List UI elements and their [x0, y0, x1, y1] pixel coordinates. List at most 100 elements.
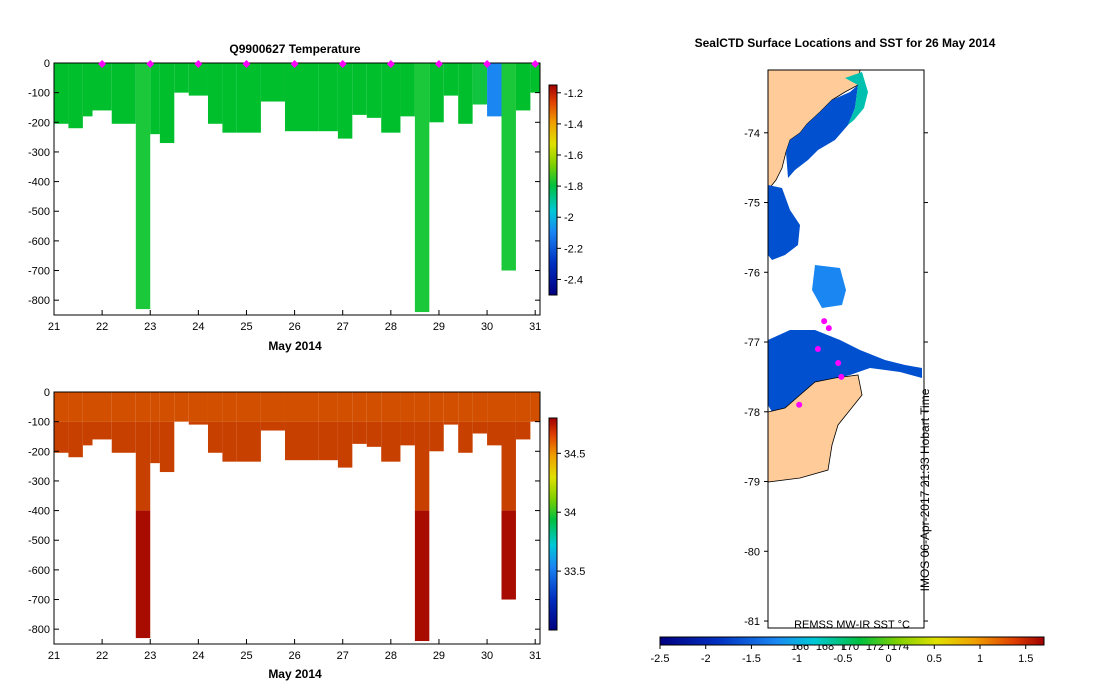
colorbar-tick-label: -1.4 [564, 119, 583, 131]
colorbar-tick-label: -2.4 [564, 274, 583, 286]
surface-marker [483, 60, 492, 68]
salinity-profile-upper [68, 392, 83, 422]
salinity-profile-upper [260, 392, 285, 422]
y-tick-label: -200 [28, 446, 50, 458]
surface-marker [98, 60, 107, 68]
y-tick-label: -800 [28, 624, 50, 636]
salinity-profile-deep [501, 510, 516, 600]
y-tick-label: -500 [28, 206, 50, 218]
map-y-tick-label: -76 [744, 267, 760, 279]
sst-ice-west [768, 185, 800, 260]
colorbar-tick-label: -2.2 [564, 243, 583, 255]
temperature-colorbar [548, 84, 558, 296]
salinity-profile-lower [207, 421, 223, 453]
salinity-profile-upper [501, 392, 516, 422]
x-tick-label: 31 [529, 650, 541, 662]
temperature-profile-bar [472, 63, 488, 105]
temperature-profile-bar [429, 63, 444, 123]
x-tick-label: 27 [337, 321, 349, 333]
salinity-profile-lower [188, 421, 208, 425]
y-tick-label: -600 [28, 565, 50, 577]
salinity-panel: 0 -100 -200 -300 -400 -500 -600 -700 -800 21 22 23… [28, 387, 585, 681]
x-tick-label: 22 [96, 650, 108, 662]
y-tick-label: -100 [28, 417, 50, 429]
surface-marker [434, 60, 443, 68]
y-tick-label: -800 [28, 295, 50, 307]
station-point [814, 346, 821, 352]
sst-colorbar-tick-label: 1.5 [1018, 653, 1033, 665]
salinity-profile-upper [337, 392, 353, 422]
temperature-profile-bar [222, 63, 237, 133]
x-tick-label: 21 [48, 650, 60, 662]
y-tick-label: -400 [28, 177, 50, 189]
salinity-profile-upper [352, 392, 367, 422]
salinity-profile-lower [366, 421, 382, 447]
salinity-profile-upper [515, 392, 531, 422]
salinity-profile-upper [159, 392, 175, 422]
temperature-profile-bar [260, 63, 285, 102]
x-tick-label: 21 [48, 321, 60, 333]
temperature-profile-bar [111, 63, 136, 124]
temperature-profile-bar [400, 63, 415, 117]
temperature-profile-bar [515, 63, 531, 111]
sst-warm-patch [845, 72, 868, 125]
salinity-profile-upper [318, 392, 338, 422]
temperature-profile-bar [443, 63, 459, 96]
sst-map-panel: SealCTD Surface Locations and SST for 26… [651, 36, 1045, 665]
salinity-profile-upper [188, 392, 208, 422]
salinity-profile-upper [222, 392, 237, 422]
map-y-tick-label: -75 [744, 198, 760, 210]
salinity-profile-upper [487, 392, 502, 422]
temperature-title: Q9900627 Temperature [229, 42, 361, 56]
salinity-profile-upper [54, 392, 69, 422]
salinity-x-ticks: 21 22 23 24 25 26 27 28 29 30 31 [48, 639, 541, 662]
surface-marker [531, 60, 540, 68]
sst-colorbar-tick-label: -1 [792, 653, 802, 665]
salinity-profile-lower [236, 421, 261, 462]
y-tick-label: -100 [28, 88, 50, 100]
sst-colorbar-tick-label: -1.5 [742, 653, 761, 665]
salinity-profile-lower [429, 421, 444, 452]
salinity-profile-lower [352, 421, 367, 444]
surface-marker [290, 60, 299, 68]
sst-ice-center [812, 265, 846, 308]
salinity-profile-upper [135, 392, 151, 422]
salinity-profile-upper [174, 392, 189, 422]
y-tick-label: -200 [28, 117, 50, 129]
salinity-profile-lower [111, 421, 136, 453]
y-tick-label: -700 [28, 266, 50, 278]
temperature-profile-bar [381, 63, 401, 133]
temperature-profile-bar [188, 63, 208, 96]
temperature-profile-bar [207, 63, 223, 124]
x-tick-label: 31 [529, 321, 541, 333]
temperature-profile-bar [458, 63, 473, 124]
x-tick-label: 25 [240, 650, 252, 662]
temperature-profile-bar [366, 63, 382, 118]
salinity-profile-upper [111, 392, 136, 422]
salinity-profile-upper [400, 392, 415, 422]
x-tick-label: 25 [240, 321, 252, 333]
salinity-profile-lower [318, 421, 338, 461]
salinity-profile-lower [443, 421, 459, 425]
colorbar-tick-label: -1.8 [564, 181, 583, 193]
x-tick-label: 30 [481, 321, 493, 333]
salinity-profile-upper [92, 392, 112, 422]
temperature-profile-bar [487, 63, 502, 117]
sst-colorbar-tick-label: 0 [886, 653, 892, 665]
map-credit: IMOS 06-Apr-2017 21:33 Hobart Time [918, 388, 932, 591]
surface-marker [338, 60, 347, 68]
x-tick-label: 27 [337, 650, 349, 662]
y-tick-label: -400 [28, 506, 50, 518]
y-tick-label: -700 [28, 595, 50, 607]
salinity-profile-upper [207, 392, 223, 422]
salinity-profile-lower [337, 421, 353, 468]
x-tick-label: 28 [385, 321, 397, 333]
sst-colorbar-tick-label: 1 [977, 653, 983, 665]
salinity-profile-lower [260, 421, 285, 431]
salinity-xlabel: May 2014 [268, 667, 322, 681]
temperature-profile-bar [159, 63, 175, 144]
map-y-tick-label: -79 [744, 477, 760, 489]
map-features [767, 69, 922, 483]
colorbar-tick-label: -1.2 [564, 88, 583, 100]
